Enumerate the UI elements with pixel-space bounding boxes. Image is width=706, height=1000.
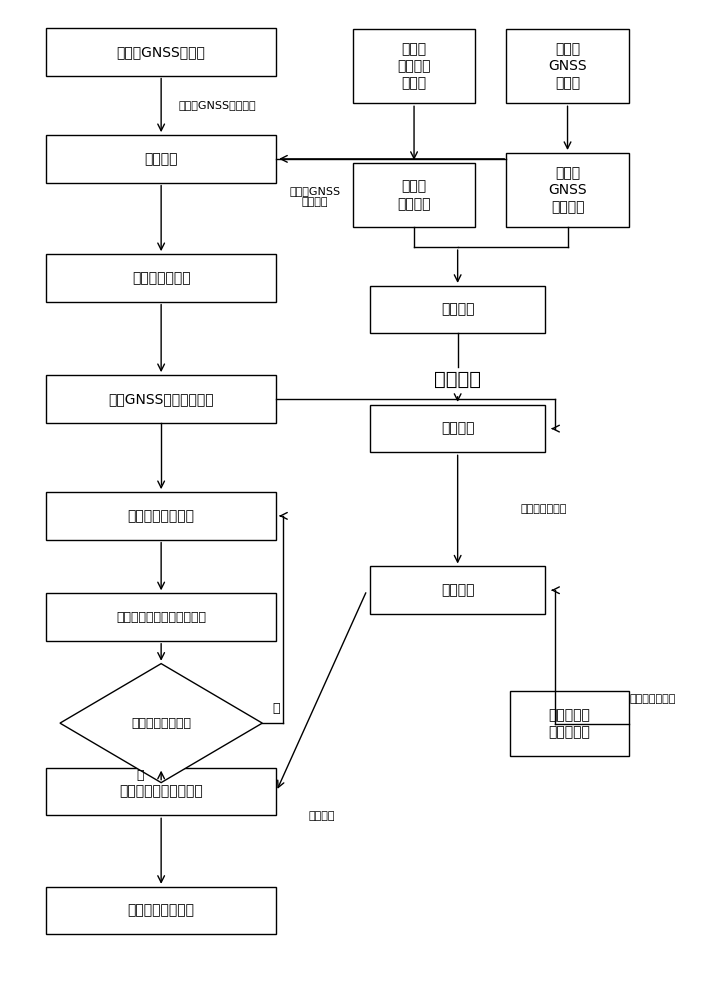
Text: 是否高于预定门限: 是否高于预定门限 — [131, 717, 191, 730]
Bar — [353, 29, 475, 103]
Bar — [46, 254, 276, 302]
Text: 估计整周模糊度解算成功率: 估计整周模糊度解算成功率 — [116, 611, 206, 624]
Bar — [506, 153, 628, 227]
Text: 流动站
GNSS
原始观测: 流动站 GNSS 原始观测 — [549, 166, 587, 214]
Text: 否: 否 — [273, 702, 280, 715]
Bar — [46, 375, 276, 423]
Bar — [353, 163, 475, 227]
Text: 流动站
气压测高
传感器: 流动站 气压测高 传感器 — [397, 42, 431, 90]
Polygon shape — [60, 664, 263, 783]
Text: 流动站
气压高度: 流动站 气压高度 — [397, 179, 431, 211]
Text: 递归加权最小二乘: 递归加权最小二乘 — [128, 509, 195, 523]
Text: 建立GNSS标准基线模型: 建立GNSS标准基线模型 — [108, 392, 214, 406]
Bar — [371, 566, 545, 614]
Bar — [510, 691, 628, 756]
Text: 流动站GNSS
原始观测: 流动站GNSS 原始观测 — [289, 186, 340, 207]
Bar — [46, 492, 276, 540]
Text: 无线信道: 无线信道 — [434, 370, 481, 389]
Bar — [46, 593, 276, 641]
Text: 流动站气压高度: 流动站气压高度 — [520, 504, 567, 514]
Text: 基准站气压
测高传感器: 基准站气压 测高传感器 — [549, 708, 590, 739]
Bar — [46, 28, 276, 76]
Bar — [46, 887, 276, 934]
Text: 基准站GNSS原始观测: 基准站GNSS原始观测 — [178, 100, 256, 110]
Text: 获取差分观测值: 获取差分观测值 — [132, 271, 191, 285]
Text: 输出所求相对位置: 输出所求相对位置 — [128, 904, 195, 918]
Text: 差分运算: 差分运算 — [145, 152, 178, 166]
Text: 接收电台: 接收电台 — [441, 422, 474, 436]
Bar — [371, 286, 545, 333]
Text: 整周模糊度估计和检验: 整周模糊度估计和检验 — [119, 785, 203, 799]
Bar — [371, 405, 545, 452]
Bar — [46, 135, 276, 183]
Text: 基准站GNSS接收机: 基准站GNSS接收机 — [116, 45, 205, 59]
Text: 差分运算: 差分运算 — [441, 583, 474, 597]
Bar — [506, 29, 628, 103]
Text: 发射电台: 发射电台 — [441, 303, 474, 317]
Bar — [46, 768, 276, 815]
Text: 流动站
GNSS
接收机: 流动站 GNSS 接收机 — [549, 42, 587, 90]
Text: 基准站气压高度: 基准站气压高度 — [630, 694, 676, 704]
Text: 是: 是 — [136, 769, 144, 782]
Text: 差分高度: 差分高度 — [309, 811, 335, 821]
